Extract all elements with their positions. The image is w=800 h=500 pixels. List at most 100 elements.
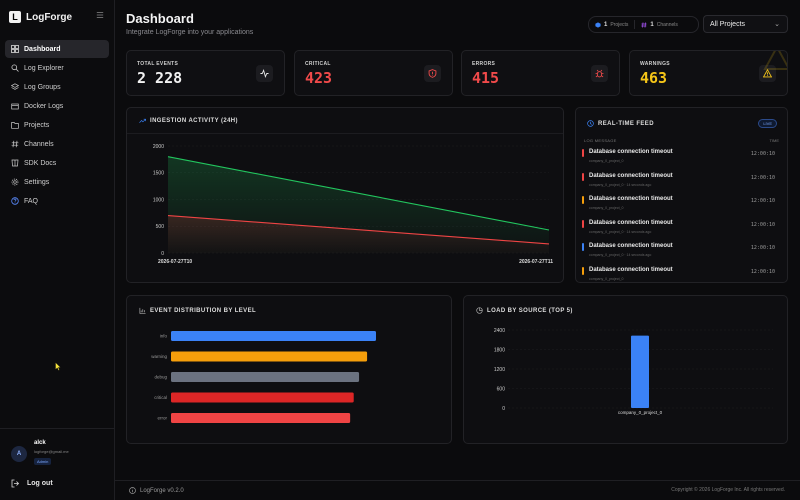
feed-col-time: TIME: [769, 138, 779, 143]
y-tick-label: 1200: [494, 367, 505, 373]
feed-row[interactable]: Database connection timeout company_0_pro…: [582, 266, 782, 286]
grid-icon: [11, 45, 19, 53]
category-label: info: [160, 334, 168, 339]
sidebar-item-docker-logs[interactable]: Docker Logs: [5, 97, 109, 115]
sidebar-item-log-explorer[interactable]: Log Explorer: [5, 59, 109, 77]
level-indicator: [582, 149, 584, 157]
stat-card-warnings: WARNINGS 463: [629, 50, 788, 96]
sidebar-divider: [0, 428, 115, 429]
feed-panel: REAL-TIME FEED LIVE LOG MESSAGE TIME: [575, 107, 788, 283]
load-chart: 2400 1800 1200 600 0 company_0_project_0: [494, 328, 773, 415]
feed-time: 12:00:10: [750, 174, 775, 181]
sidebar-item-dashboard[interactable]: Dashboard: [5, 40, 109, 58]
warning-icon: [759, 65, 776, 82]
distribution-bar: [171, 331, 376, 341]
y-tick-label: 2000: [153, 144, 164, 150]
load-title-text: LOAD BY SOURCE (TOP 5): [487, 307, 573, 314]
x-tick-label: 2026-07-27T11: [519, 259, 553, 265]
ingestion-chart: 2000 1500 1000 500 0 2026-07-27T10 2026-07-27T…: [153, 144, 553, 265]
feed-time: 12:00:10: [750, 198, 775, 204]
stat-value: 423: [305, 69, 333, 87]
stat-value: 2 228: [137, 69, 183, 87]
feed-message: Database connection timeout: [589, 196, 673, 202]
feed-row[interactable]: Database connection timeout company_0_pro…: [582, 242, 782, 262]
stat-label: WARNINGS: [640, 61, 670, 67]
hash-icon: [11, 140, 19, 148]
level-indicator: [582, 219, 584, 228]
distribution-bar: [171, 372, 360, 382]
sidebar-item-label: SDK Docs: [24, 159, 57, 167]
feed-message: Database connection timeout: [589, 243, 673, 249]
pie-chart-icon: [476, 307, 483, 314]
sidebar-item-label: Docker Logs: [24, 102, 64, 110]
y-tick-label: 1500: [153, 171, 164, 177]
sidebar-item-projects[interactable]: Projects: [5, 116, 109, 134]
feed-time: 12:00:10: [750, 268, 775, 275]
y-tick-label: 0: [502, 406, 505, 412]
stat-value: 415: [472, 69, 500, 87]
feed-title: REAL-TIME FEED: [587, 120, 654, 127]
page-title: Dashboard: [126, 11, 194, 26]
feed-row[interactable]: Database connection timeout company_0_pro…: [582, 219, 782, 239]
distribution-bar: [171, 413, 351, 423]
sidebar-item-log-groups[interactable]: Log Groups: [5, 78, 109, 96]
stat-card-critical: CRITICAL 423: [294, 50, 453, 96]
sidebar-item-label: Dashboard: [24, 45, 61, 53]
level-indicator: [582, 172, 584, 181]
sidebar-item-label: FAQ: [24, 197, 39, 205]
container-icon: [11, 102, 19, 110]
feed-meta: company_0_project_0 · 14 seconds ago: [589, 182, 652, 187]
y-tick-label: 1800: [494, 347, 505, 353]
level-indicator: [582, 243, 584, 251]
layers-icon: [11, 83, 19, 91]
avatar: A: [11, 446, 27, 462]
sidebar-item-label: Log Groups: [24, 83, 61, 91]
help-icon: [11, 197, 19, 205]
sidebar-nav: Dashboard Log Explorer Log Groups Docker…: [5, 40, 109, 211]
feed-message: Database connection timeout: [589, 219, 673, 226]
clock-icon: [587, 120, 594, 127]
level-indicator: [582, 196, 584, 204]
projects-pill[interactable]: 1 Projects: [589, 22, 634, 28]
feed-title-text: REAL-TIME FEED: [598, 120, 654, 127]
level-indicator: [582, 266, 584, 275]
gear-icon: [11, 178, 19, 186]
footer-version: LogForge v0.2.0: [129, 487, 184, 494]
feed-row[interactable]: Database connection timeout company_0_pro…: [582, 172, 782, 192]
feed-meta: company_0_project_0 · 14 seconds ago: [589, 253, 652, 257]
sidebar-item-channels[interactable]: Channels: [5, 135, 109, 153]
projects-count: 1: [604, 21, 608, 28]
feed-meta: company_0_project_0: [589, 276, 624, 281]
sidebar-item-settings[interactable]: Settings: [5, 173, 109, 191]
feed-meta: company_0_project_0: [589, 159, 624, 163]
info-icon: [129, 487, 136, 494]
y-tick-label: 0: [161, 251, 164, 257]
live-label: LIVE: [763, 121, 772, 126]
stat-label: CRITICAL: [305, 61, 331, 67]
y-tick-label: 600: [497, 386, 506, 392]
bar-chart-icon: [139, 307, 146, 314]
feed-row[interactable]: Database connection timeout company_0_pro…: [582, 148, 782, 168]
cube-icon: [595, 21, 601, 28]
feed-col-message: LOG MESSAGE: [584, 138, 617, 143]
footer-copyright: Copyright © 2026 LogForge Inc. All right…: [671, 487, 785, 493]
logout-label: Log out: [27, 480, 53, 487]
logout-button[interactable]: Log out: [11, 479, 53, 488]
sidebar-item-label: Log Explorer: [24, 64, 64, 72]
sidebar-item-sdk-docs[interactable]: SDK Docs: [5, 154, 109, 172]
channels-pill[interactable]: 1 Channels: [635, 22, 683, 28]
category-label: warning: [151, 354, 167, 359]
y-tick-label: 500: [156, 224, 165, 230]
project-select-value: All Projects: [710, 20, 746, 28]
feed-meta: company_0_project_0 · 14 seconds ago: [589, 229, 652, 234]
projects-label: Projects: [610, 21, 629, 28]
panel-divider: [127, 133, 563, 134]
user-card[interactable]: A alck logforge@gmail.me Admin: [11, 440, 111, 468]
stat-label: TOTAL EVENTS: [137, 61, 179, 67]
project-select[interactable]: All Projects ⌄: [703, 15, 788, 33]
sidebar-item-faq[interactable]: FAQ: [5, 192, 109, 210]
feed-row[interactable]: Database connection timeout company_0_pro…: [582, 195, 782, 215]
sidebar-collapse-icon[interactable]: [95, 11, 105, 21]
x-tick-label: company_0_project_0: [618, 410, 663, 415]
brand[interactable]: L LogForge: [9, 8, 109, 26]
